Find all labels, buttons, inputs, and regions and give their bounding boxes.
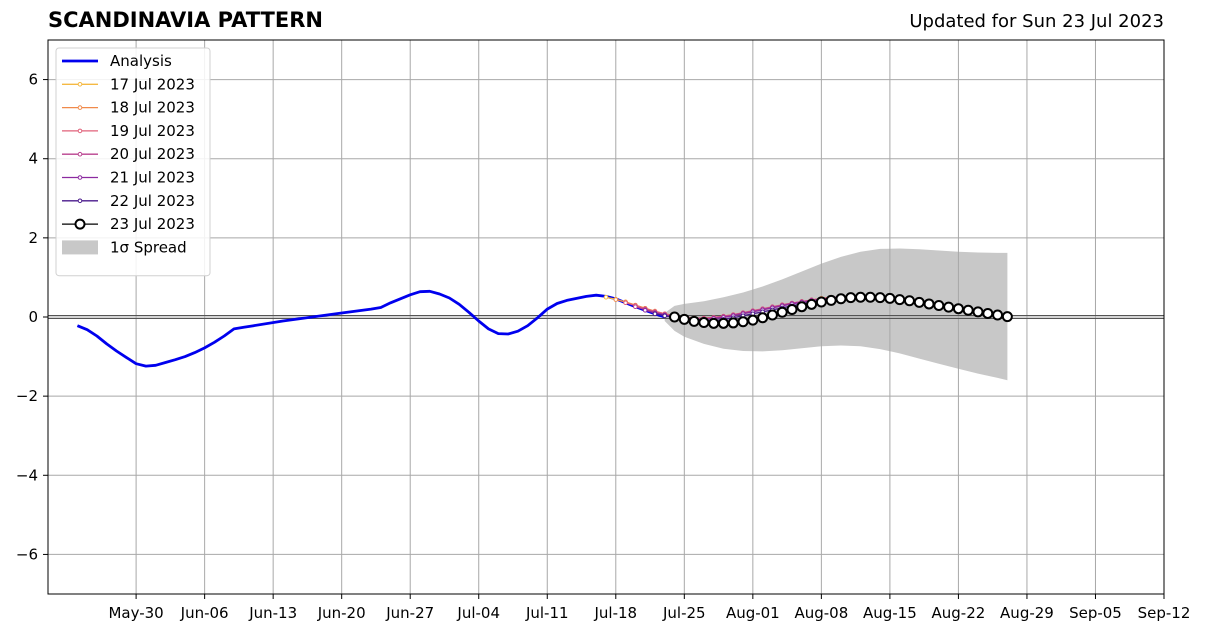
legend-box bbox=[55, 47, 211, 277]
y-tick-label: 6 bbox=[28, 71, 38, 89]
data-point bbox=[796, 301, 808, 313]
legend-label: 18 Jul 2023 bbox=[110, 99, 195, 117]
data-point bbox=[933, 300, 945, 312]
legend-marker bbox=[77, 105, 83, 110]
plot-frame bbox=[47, 39, 1165, 595]
data-point bbox=[652, 311, 658, 317]
legend-label: 19 Jul 2023 bbox=[110, 122, 195, 140]
legend-marker bbox=[74, 218, 86, 230]
x-tick-label: Aug-01 bbox=[726, 604, 780, 622]
data-point bbox=[688, 315, 700, 327]
legend-marker bbox=[77, 128, 83, 134]
data-point bbox=[757, 312, 769, 324]
data-point bbox=[952, 303, 964, 315]
x-tick-label: Jul-04 bbox=[456, 604, 500, 622]
data-point bbox=[786, 303, 798, 315]
x-tick-label: Jun-27 bbox=[385, 604, 434, 622]
legend-label: 20 Jul 2023 bbox=[110, 145, 195, 163]
data-point bbox=[642, 307, 648, 313]
data-point bbox=[855, 291, 867, 303]
x-tick-label: Aug-08 bbox=[794, 604, 848, 622]
x-tick-label: Jul-18 bbox=[593, 604, 637, 622]
data-point bbox=[623, 300, 628, 306]
data-point bbox=[727, 317, 739, 329]
x-tick-label: Jun-06 bbox=[180, 604, 229, 622]
data-point bbox=[669, 311, 681, 323]
data-point bbox=[662, 313, 668, 319]
data-point bbox=[913, 296, 925, 308]
spread-band bbox=[664, 248, 1008, 381]
legend-marker bbox=[77, 82, 83, 87]
y-tick-label: 2 bbox=[28, 229, 38, 247]
y-tick-label: 0 bbox=[28, 308, 38, 326]
data-point bbox=[603, 294, 609, 300]
data-point bbox=[864, 291, 876, 303]
data-point bbox=[894, 294, 906, 306]
legend-label: 22 Jul 2023 bbox=[110, 192, 195, 210]
legend-marker bbox=[77, 151, 83, 157]
data-point bbox=[982, 307, 994, 319]
data-point bbox=[815, 296, 827, 308]
spread-layer bbox=[664, 248, 1008, 381]
legend-label: 1σ Spread bbox=[110, 238, 187, 256]
x-tick-label: Aug-15 bbox=[863, 604, 917, 622]
legend-label: 21 Jul 2023 bbox=[110, 169, 195, 187]
data-point bbox=[923, 298, 935, 310]
data-point bbox=[1001, 311, 1013, 323]
x-tick-label: May-30 bbox=[108, 604, 163, 622]
x-tick-label: Aug-22 bbox=[932, 604, 986, 622]
data-point bbox=[766, 309, 778, 321]
data-point bbox=[613, 297, 619, 302]
x-tick-label: Jun-20 bbox=[317, 604, 366, 622]
data-point bbox=[678, 313, 690, 325]
y-tick-label: −2 bbox=[16, 387, 38, 405]
data-point bbox=[874, 292, 886, 304]
x-tick-label: Sep-05 bbox=[1069, 604, 1122, 622]
legend-marker bbox=[77, 198, 83, 204]
series-line bbox=[76, 289, 666, 368]
series-layer bbox=[76, 289, 1013, 368]
legend: Analysis 17 Jul 2023 18 Jul 2023 19 Jul 202… bbox=[55, 47, 211, 277]
legend-label: Analysis bbox=[110, 52, 172, 70]
data-point bbox=[992, 309, 1004, 321]
chart-title: SCANDINAVIA PATTERN bbox=[48, 8, 323, 32]
x-tick-label: Jul-25 bbox=[662, 604, 706, 622]
data-point bbox=[717, 317, 729, 329]
x-tick-label: Sep-12 bbox=[1138, 604, 1191, 622]
data-point bbox=[776, 306, 788, 318]
x-tick-label: Aug-29 bbox=[1000, 604, 1054, 622]
data-point bbox=[972, 306, 984, 318]
x-tick-label: Jun-13 bbox=[248, 604, 297, 622]
data-point bbox=[835, 293, 847, 305]
legend-swatch bbox=[62, 240, 98, 255]
data-point bbox=[943, 301, 955, 313]
data-point bbox=[698, 317, 710, 329]
y-tick-label: −6 bbox=[16, 545, 38, 563]
legend-label: 17 Jul 2023 bbox=[110, 75, 195, 93]
data-point bbox=[633, 304, 638, 310]
data-point bbox=[962, 304, 974, 316]
legend-marker bbox=[77, 175, 83, 180]
data-point bbox=[747, 314, 759, 326]
data-point bbox=[884, 292, 896, 304]
data-point bbox=[903, 295, 915, 307]
data-point bbox=[845, 292, 857, 304]
legend-label: 23 Jul 2023 bbox=[110, 215, 195, 233]
x-tick-label: Jul-11 bbox=[525, 604, 569, 622]
chart-subtitle: Updated for Sun 23 Jul 2023 bbox=[909, 11, 1164, 32]
y-tick-label: −4 bbox=[16, 466, 38, 484]
data-point bbox=[708, 317, 720, 329]
data-point bbox=[737, 316, 749, 328]
axes-layer: May-30 Jun-06 Jun-13 Jun-20 Jun-27 Jul-04 Jul-… bbox=[16, 39, 1191, 622]
data-point bbox=[825, 294, 837, 306]
y-tick-label: 4 bbox=[28, 150, 38, 168]
data-point bbox=[806, 298, 818, 310]
